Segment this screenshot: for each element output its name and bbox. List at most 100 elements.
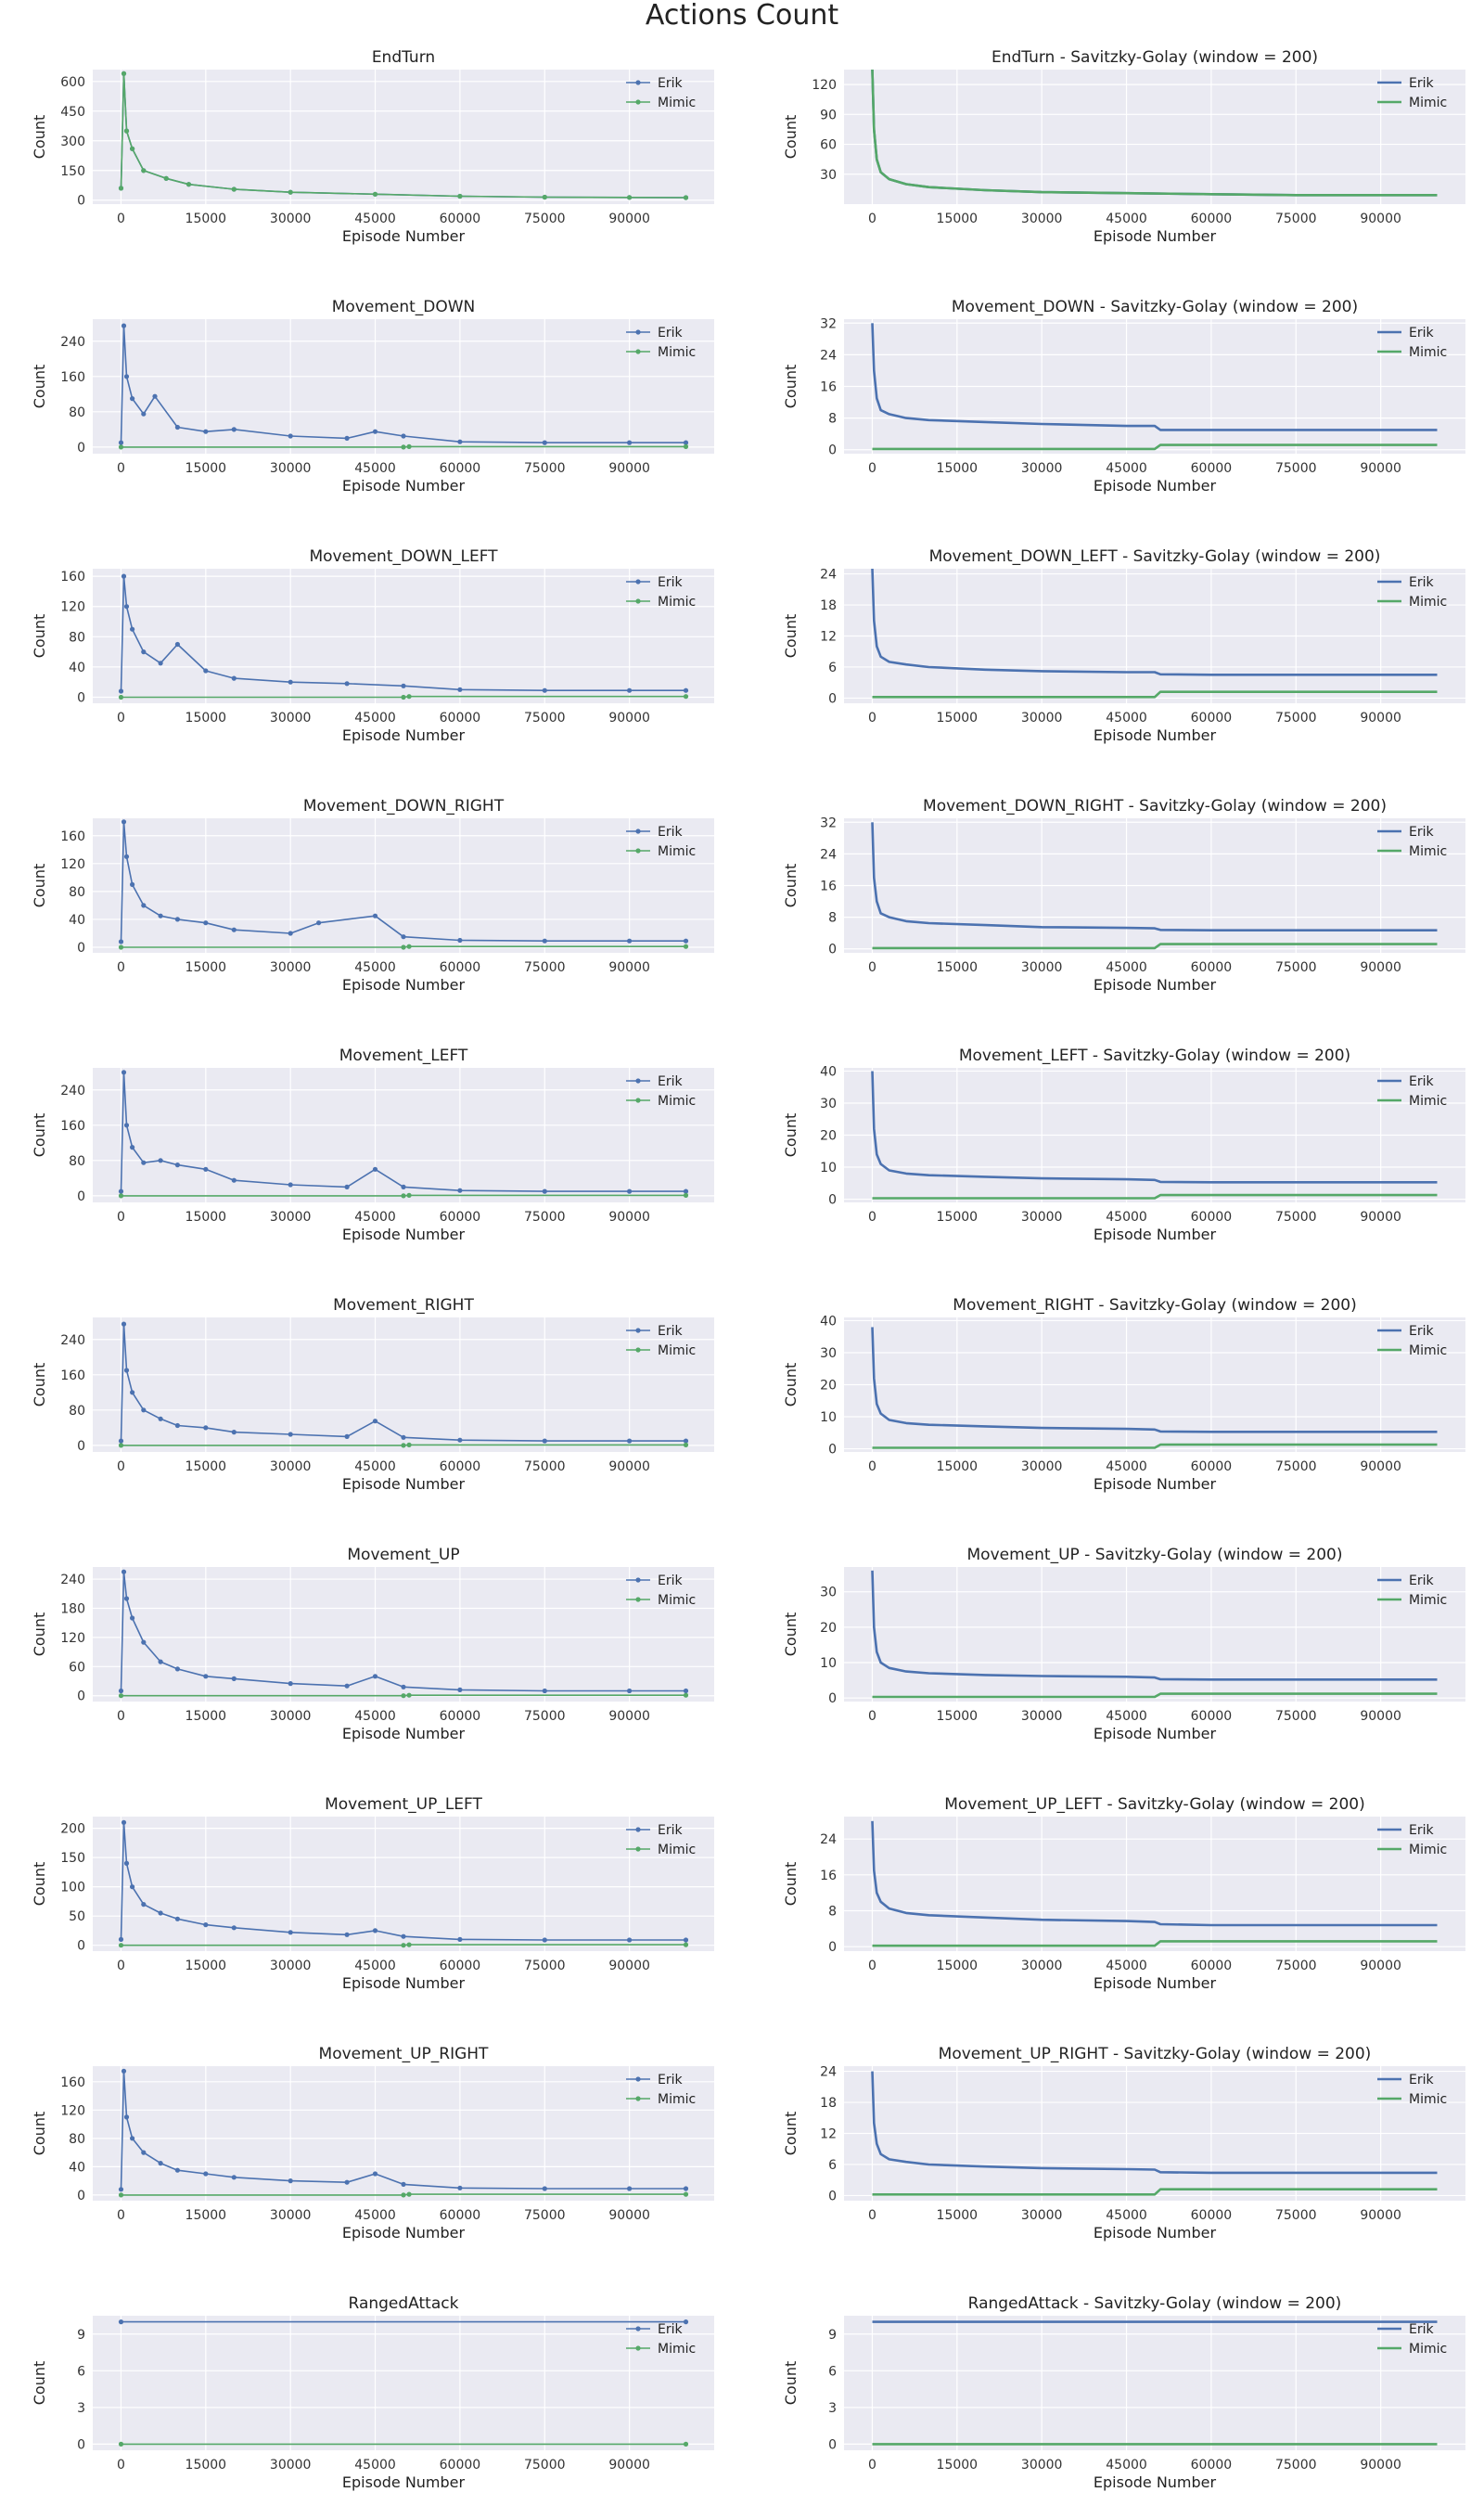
x-tick-label: 15000 [937, 960, 979, 975]
series-erik [871, 1570, 1438, 1681]
x-tick-label: 45000 [1106, 1459, 1147, 1474]
series-mimic [118, 443, 689, 450]
legend-label: Mimic [658, 1843, 696, 1857]
data-point [123, 128, 130, 134]
data-point [401, 1684, 406, 1689]
x-tick-label: 15000 [937, 461, 979, 476]
x-tick-label: 0 [868, 960, 876, 975]
y-tick-label: 160 [60, 829, 85, 844]
series-erik [118, 1819, 689, 1943]
y-tick-label: 240 [60, 335, 85, 350]
legend-label: Mimic [658, 2092, 696, 2107]
y-axis-label: Count [782, 2112, 800, 2156]
data-point [683, 1438, 689, 1444]
y-tick-label: 0 [828, 691, 837, 706]
x-tick-label: 30000 [270, 1459, 312, 1474]
x-tick-label: 15000 [186, 212, 227, 226]
x-tick-label: 60000 [1191, 960, 1233, 975]
legend-label: Erik [1409, 2073, 1434, 2088]
series-erik [118, 1321, 689, 1444]
data-point [174, 1163, 180, 1168]
data-point [130, 626, 135, 632]
subplot-title: Movement_UP_RIGHT [319, 2045, 490, 2063]
series-line-erik [871, 2071, 1438, 2175]
series-line-erik [871, 822, 1438, 932]
plot-area [93, 2066, 714, 2201]
plot-area [844, 1817, 1465, 1951]
subplot-title: Movement_DOWN_LEFT - Savitzky-Golay (win… [929, 547, 1381, 566]
data-point [683, 938, 689, 944]
data-point [683, 1188, 689, 1194]
x-tick-label: 45000 [354, 1210, 396, 1225]
data-point [457, 1936, 463, 1942]
data-point [344, 1683, 350, 1689]
data-point [627, 687, 633, 693]
legend-label: Mimic [658, 1094, 696, 1109]
data-point [683, 440, 689, 445]
data-point [123, 374, 130, 379]
data-point [401, 1193, 406, 1199]
data-point [203, 1922, 209, 1928]
subplot-16: 0 15000 30000 45000 60000 75000 90000 0 40 80 120 1… [31, 2045, 714, 2242]
data-point [542, 1688, 547, 1694]
y-tick-label: 10 [820, 1410, 837, 1425]
x-tick-label: 30000 [270, 960, 312, 975]
series-line-mimic [120, 72, 686, 199]
legend-label: Mimic [1409, 595, 1447, 610]
data-point [130, 1145, 135, 1150]
x-tick-label: 60000 [440, 1459, 481, 1474]
y-tick-label: 24 [820, 348, 837, 363]
series-mimic [872, 690, 1438, 699]
x-tick-label: 90000 [1360, 1459, 1401, 1474]
y-tick-label: 240 [60, 1333, 85, 1348]
y-tick-label: 60 [820, 138, 837, 153]
data-point [401, 2181, 406, 2187]
legend-marker [635, 2345, 641, 2351]
data-point [121, 1569, 127, 1574]
legend-label: Mimic [1409, 2092, 1447, 2107]
y-tick-label: 0 [77, 441, 85, 456]
data-point [158, 1158, 163, 1163]
x-tick-label: 45000 [354, 461, 396, 476]
data-point [457, 1188, 463, 1193]
x-tick-label: 30000 [1021, 1709, 1063, 1724]
y-tick-label: 24 [820, 1832, 837, 1847]
legend-label: Mimic [1409, 96, 1447, 110]
y-tick-label: 0 [77, 1939, 85, 1954]
y-tick-label: 150 [60, 164, 85, 179]
data-point [406, 1692, 412, 1698]
y-tick-label: 160 [60, 1119, 85, 1134]
x-tick-label: 45000 [1106, 1210, 1147, 1225]
data-point [542, 440, 547, 445]
data-point [627, 2186, 633, 2191]
data-point [683, 2441, 689, 2447]
subplot-title: Movement_DOWN [332, 298, 476, 316]
legend: Erik Mimic [1377, 825, 1447, 859]
plot-area [93, 70, 714, 204]
y-tick-label: 30 [820, 1097, 837, 1111]
y-tick-label: 18 [820, 2096, 837, 2111]
data-point [174, 917, 180, 922]
data-point [683, 2186, 689, 2191]
x-tick-label: 15000 [186, 960, 227, 975]
data-point [457, 193, 463, 199]
legend-label: Erik [658, 1074, 683, 1089]
y-tick-label: 40 [69, 913, 85, 928]
x-tick-label: 90000 [1360, 461, 1401, 476]
x-tick-label: 15000 [937, 2208, 979, 2223]
x-tick-label: 75000 [1275, 711, 1317, 726]
y-tick-label: 0 [77, 941, 85, 956]
x-tick-label: 30000 [270, 711, 312, 726]
subplot-15: 0 15000 30000 45000 60000 75000 90000 0 8 16 24 Mov… [782, 1795, 1465, 1992]
y-tick-label: 24 [820, 847, 837, 862]
data-point [683, 443, 689, 449]
series-mimic [872, 1443, 1438, 1449]
series-mimic [118, 694, 689, 700]
x-tick-label: 0 [117, 461, 125, 476]
data-point [121, 1321, 127, 1327]
subplot-8: 0 15000 30000 45000 60000 75000 90000 0 80 160 240… [31, 1047, 714, 1243]
x-tick-label: 30000 [1021, 212, 1063, 226]
legend: Erik Mimic [626, 76, 696, 110]
data-point [141, 168, 147, 173]
legend-marker [635, 1078, 641, 1084]
